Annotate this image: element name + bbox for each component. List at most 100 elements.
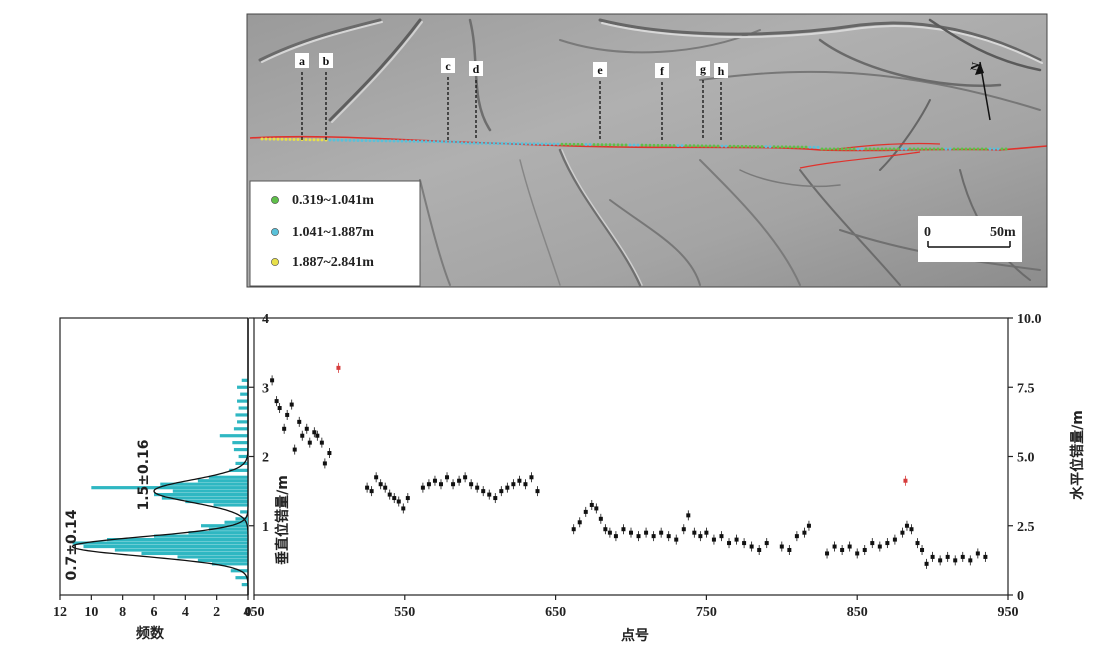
map-point	[1000, 147, 1004, 151]
map-point	[396, 139, 400, 143]
scatter-point	[794, 534, 799, 539]
scatter-point	[535, 489, 540, 494]
y-axis-title: 垂直位错量/m	[274, 475, 291, 565]
marker-label: e	[597, 63, 603, 77]
map-point	[560, 142, 564, 146]
map-point	[704, 144, 708, 148]
map-point	[700, 144, 704, 148]
map-point	[528, 142, 532, 146]
scatter-point	[451, 482, 456, 487]
histogram-bar	[185, 499, 248, 504]
histogram-bar	[141, 551, 248, 556]
map-point	[980, 147, 984, 151]
map-point	[912, 147, 916, 151]
map-point	[644, 143, 648, 147]
map-point	[564, 142, 568, 146]
map-point	[508, 142, 512, 146]
map-point	[752, 145, 756, 149]
map-point	[468, 141, 472, 145]
map-point	[588, 143, 592, 147]
map-point	[520, 142, 524, 146]
scatter-point	[704, 530, 709, 535]
scatter-point	[589, 502, 594, 507]
map-point	[988, 147, 992, 151]
scatter-point	[681, 527, 686, 532]
scatter-point	[577, 520, 582, 525]
scatter-point	[322, 461, 327, 466]
scatter-point	[904, 523, 909, 528]
map-point	[492, 141, 496, 145]
scatter-point	[938, 558, 943, 563]
scatter-point	[426, 482, 431, 487]
map-point	[512, 142, 516, 146]
map-point	[952, 147, 956, 151]
histogram-bar	[235, 413, 248, 417]
marker-label: b	[323, 54, 330, 68]
map-point	[684, 144, 688, 148]
map-point	[488, 141, 492, 145]
map-point	[328, 138, 332, 142]
map-point	[628, 143, 632, 147]
map-point	[364, 139, 368, 143]
map-point	[272, 137, 276, 141]
histogram-bar	[241, 583, 248, 587]
map-point	[984, 147, 988, 151]
map-point	[268, 137, 272, 141]
histogram-x-tick-label: 4	[182, 605, 189, 620]
map-point	[736, 144, 740, 148]
scatter-point	[832, 544, 837, 549]
scatter-point	[749, 544, 754, 549]
map-point	[480, 141, 484, 145]
map-point	[652, 143, 656, 147]
map-point	[868, 147, 872, 151]
marker-label-box	[714, 63, 728, 78]
map-point	[584, 143, 588, 147]
map-frame	[246, 13, 1048, 288]
histogram-bar	[240, 392, 248, 396]
scatter-point	[802, 530, 807, 535]
map-point	[544, 142, 548, 146]
scatter-point	[909, 527, 914, 532]
map-point	[772, 145, 776, 149]
y-tick-label: 2	[262, 451, 269, 466]
scatter-point	[594, 506, 599, 511]
map-point	[940, 147, 944, 151]
map-point	[708, 144, 712, 148]
map-point	[712, 144, 716, 148]
map-point	[968, 147, 972, 151]
map-point	[280, 137, 284, 141]
map-point	[928, 147, 932, 151]
scatter-point	[613, 534, 618, 539]
scatter-point	[270, 378, 275, 383]
scatter-point	[603, 527, 608, 532]
map-point	[380, 139, 384, 143]
map-point	[916, 147, 920, 151]
histogram-bar	[177, 555, 248, 559]
scatter-point	[666, 534, 671, 539]
map-point	[452, 140, 456, 144]
map-point	[920, 147, 924, 151]
scatter-point	[401, 506, 406, 511]
histogram-bar	[154, 534, 248, 538]
scatter-point	[463, 475, 468, 480]
scatter-point	[420, 485, 425, 490]
histogram-bar	[107, 538, 248, 542]
scatter-point	[583, 509, 588, 514]
map-point	[276, 137, 280, 141]
scatter-point	[300, 433, 305, 438]
map-point	[568, 142, 572, 146]
map-point	[760, 145, 764, 149]
x-tick-label: 450	[244, 605, 265, 620]
scatter-point	[517, 478, 522, 483]
map-point	[892, 147, 896, 151]
map-point	[908, 147, 912, 151]
map-point	[776, 145, 780, 149]
scatter-point	[523, 482, 528, 487]
fit-label-1: 0.7±0.14	[64, 509, 80, 580]
histogram-bar	[197, 479, 248, 483]
scatter-point	[787, 547, 792, 552]
histogram-bar	[229, 468, 248, 472]
histogram-bar	[72, 541, 249, 545]
